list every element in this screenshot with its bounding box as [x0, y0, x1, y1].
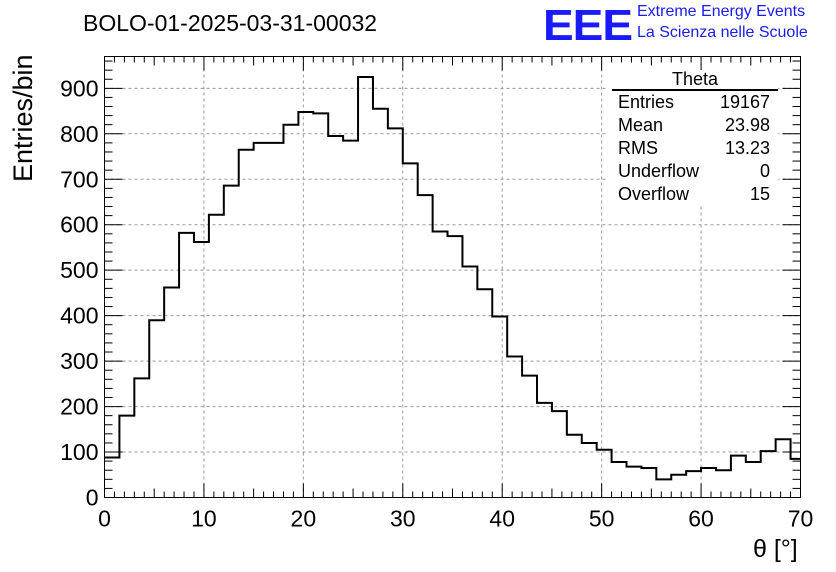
stats-label: RMS: [618, 138, 658, 158]
y-tick-label: 600: [60, 212, 98, 238]
y-tick-label: 200: [60, 394, 98, 420]
axis-ticks: [104, 56, 801, 498]
x-tick-label: 50: [589, 506, 615, 532]
stats-row-rms: RMS 13.23: [606, 137, 778, 160]
x-tick-label: 60: [688, 506, 714, 532]
stats-label: Entries: [618, 92, 675, 112]
tick-labels: 0 10 20 30 40 50 60 700100200300400500600700800…: [60, 75, 813, 531]
logo-subtitle-1: Extreme Energy Events: [637, 3, 806, 20]
y-tick-label: 900: [60, 75, 98, 101]
y-tick-label: 100: [60, 439, 98, 465]
stats-label: Mean: [618, 115, 664, 135]
x-tick-label: 0: [98, 506, 111, 532]
stats-value: 13.23: [724, 138, 770, 158]
stats-value: 19167: [719, 92, 770, 112]
y-tick-label: 500: [60, 257, 98, 283]
stats-value: 23.98: [724, 115, 770, 135]
stats-box: Theta Entries 19167 Mean 23.98 RMS 13.23…: [606, 70, 778, 206]
stats-value: 0: [759, 161, 770, 181]
x-tick-label: 70: [788, 506, 814, 532]
histogram-series: [104, 75, 801, 481]
run-title: BOLO-01-2025-03-31-00032: [83, 10, 378, 36]
grid-lines: [104, 56, 801, 498]
stats-row-entries: Entries 19167: [606, 91, 778, 114]
logo-subtitle-2: La Scienza nelle Scuole: [637, 24, 808, 41]
x-tick-label: 20: [291, 506, 317, 532]
x-tick-label: 40: [489, 506, 515, 532]
y-tick-label: 0: [86, 485, 99, 511]
x-axis-label: θ [°]: [753, 535, 798, 563]
y-axis-label: Entries/bin: [8, 54, 38, 182]
y-tick-label: 700: [60, 166, 98, 192]
stats-value: 15: [749, 184, 770, 204]
stats-label: Overflow: [618, 184, 690, 204]
stats-row-underflow: Underflow 0: [606, 160, 778, 183]
y-tick-label: 800: [60, 121, 98, 147]
x-tick-label: 10: [191, 506, 217, 532]
eee-logo: EEE: [543, 0, 633, 50]
stats-row-mean: Mean 23.98: [606, 114, 778, 137]
y-tick-label: 400: [60, 303, 98, 329]
stats-name: Theta: [612, 70, 778, 91]
x-tick-label: 30: [390, 506, 416, 532]
stats-row-overflow: Overflow 15: [606, 183, 778, 206]
stats-label: Underflow: [618, 161, 700, 181]
y-tick-label: 300: [60, 348, 98, 374]
